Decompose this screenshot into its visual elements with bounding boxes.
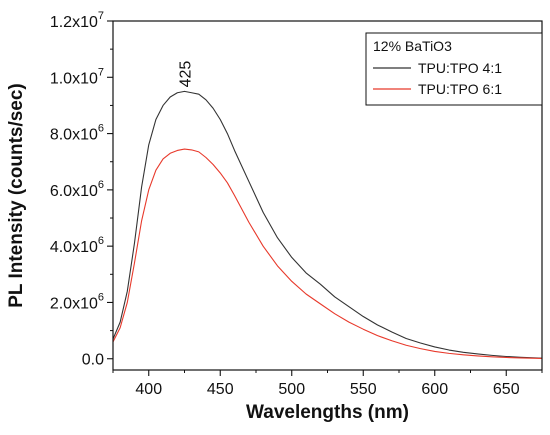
x-tick-label: 650 bbox=[493, 381, 520, 398]
y-tick-mantissa: 1.0x10 bbox=[50, 70, 98, 87]
y-tick-label: 4.0x106 bbox=[50, 235, 104, 256]
legend-title: 12% BaTiO3 bbox=[373, 38, 452, 54]
x-tick-label: 600 bbox=[421, 381, 448, 398]
x-tick-label: 550 bbox=[350, 381, 377, 398]
legend-label-1: TPU:TPO 4:1 bbox=[418, 60, 502, 76]
y-tick-exponent: 6 bbox=[98, 235, 104, 247]
peak-annotation-425: 425 bbox=[178, 61, 195, 88]
y-tick-mantissa: 6.0x10 bbox=[50, 183, 98, 200]
y-tick-exponent: 6 bbox=[98, 291, 104, 303]
y-tick-exponent: 7 bbox=[98, 66, 104, 78]
y-tick-mantissa: 4.0x10 bbox=[50, 239, 98, 256]
y-tick-mantissa: 2.0x10 bbox=[50, 295, 98, 312]
y-tick-exponent: 6 bbox=[98, 179, 104, 191]
series-layer bbox=[112, 90, 543, 360]
y-tick-exponent: 7 bbox=[98, 10, 104, 22]
y-tick-label: 1.0x107 bbox=[50, 66, 104, 87]
y-tick-label: 1.2x107 bbox=[50, 10, 104, 31]
axes-layer: 400 450 500 550 600 6500.02.0x1064.0x1066.0x1… bbox=[6, 10, 543, 423]
series-line-2 bbox=[112, 148, 543, 360]
y-tick-label: 2.0x106 bbox=[50, 291, 104, 312]
legend: 12% BaTiO3 TPU:TPO 4:1 TPU:TPO 6:1 bbox=[365, 32, 543, 106]
legend-box bbox=[365, 32, 543, 106]
annotation-layer: 425 bbox=[178, 61, 195, 88]
y-tick-label: 0.0 bbox=[82, 352, 104, 369]
y-tick-exponent: 6 bbox=[98, 123, 104, 135]
series-line-1 bbox=[112, 90, 543, 359]
y-tick-mantissa: 8.0x10 bbox=[50, 127, 98, 144]
y-tick-mantissa: 0.0 bbox=[82, 352, 104, 369]
x-tick-label: 450 bbox=[207, 381, 234, 398]
x-tick-label: 500 bbox=[278, 381, 305, 398]
y-tick-mantissa: 1.2x10 bbox=[50, 14, 98, 31]
legend-label-2: TPU:TPO 6:1 bbox=[418, 81, 502, 97]
x-tick-label: 400 bbox=[135, 381, 162, 398]
y-tick-label: 8.0x106 bbox=[50, 123, 104, 144]
y-axis-title: PL Intensity (counts/sec) bbox=[6, 83, 27, 308]
x-axis-title: Wavelengths (nm) bbox=[246, 402, 409, 423]
y-tick-label: 6.0x106 bbox=[50, 179, 104, 200]
